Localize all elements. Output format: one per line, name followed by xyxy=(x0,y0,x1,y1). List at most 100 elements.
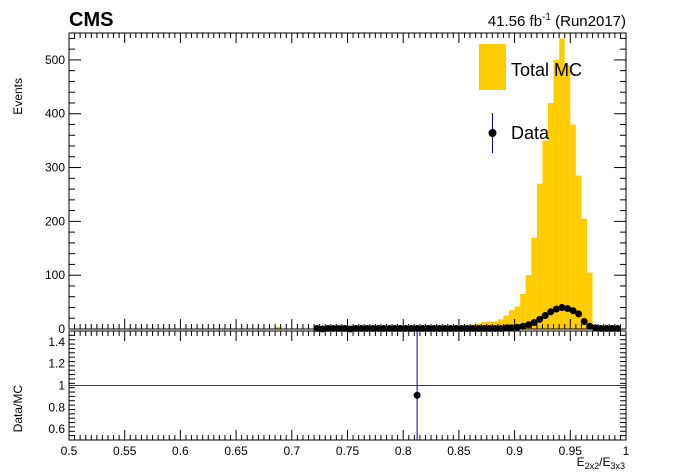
data-point xyxy=(419,324,427,332)
data-point xyxy=(552,305,560,313)
data-point xyxy=(396,324,404,332)
data-point xyxy=(519,322,527,330)
x-tick-label: 0.8 xyxy=(395,444,412,458)
ratio-y-tick-label: 1 xyxy=(58,379,65,393)
data-point xyxy=(324,324,332,332)
data-point xyxy=(547,308,555,316)
data-point xyxy=(452,324,460,332)
data-point xyxy=(541,312,549,320)
y-tick-label: 100 xyxy=(45,268,65,282)
data-point xyxy=(447,324,455,332)
y-tick-label: 0 xyxy=(58,322,65,336)
ratio-point xyxy=(413,391,421,399)
data-point xyxy=(463,324,471,332)
ratio-x-ticks: 0.5 0.55 0.6 0.65 0.7 0.75 0.8 0.85 0.9 0.95 1 xyxy=(61,331,630,458)
y-tick-label: 300 xyxy=(45,161,65,175)
main-plot-pad: 0 100 200 300 400 500 xyxy=(45,32,627,336)
legend-data-marker xyxy=(488,129,497,137)
x-tick-label: 0.85 xyxy=(447,444,471,458)
x-tick-label: 0.95 xyxy=(559,444,583,458)
data-point xyxy=(536,315,544,323)
data-point xyxy=(558,303,566,311)
mc-bar xyxy=(525,275,532,329)
data-point xyxy=(508,324,516,332)
data-point xyxy=(597,324,605,332)
mc-bar xyxy=(536,183,543,329)
x-tick-label: 0.55 xyxy=(113,444,137,458)
y-tick-label: 400 xyxy=(45,107,65,121)
ratio-y-tick-label: 0.6 xyxy=(48,422,65,436)
data-point xyxy=(313,324,321,332)
data-point xyxy=(330,324,338,332)
legend-mc-swatch xyxy=(479,44,506,90)
main-x-ticks xyxy=(68,33,627,329)
y-tick-label: 500 xyxy=(45,53,65,67)
main-y-ticks: 0 100 200 300 400 500 xyxy=(45,37,626,336)
x-tick-label: 1 xyxy=(623,444,630,458)
data-point xyxy=(614,324,622,332)
mc-bar xyxy=(587,272,593,329)
data-point xyxy=(486,324,494,332)
ratio-plot-pad: 0.5 0.55 0.6 0.65 0.7 0.75 0.8 0.85 0.9 0.95 1 0.6… xyxy=(48,330,630,458)
mc-bar xyxy=(575,175,582,329)
data-point xyxy=(480,324,488,332)
mc-bar xyxy=(570,124,576,329)
data-point xyxy=(491,324,499,332)
mc-bar xyxy=(520,294,526,329)
ratio-y-ticks: 0.6 0.8 1 1.2 1.4 xyxy=(48,330,626,441)
data-point xyxy=(458,324,466,332)
x-axis-title: E2x2/E3x3 xyxy=(577,455,625,471)
mc-bar xyxy=(581,218,588,329)
x-tick-label: 0.65 xyxy=(224,444,248,458)
mc-bar xyxy=(553,59,560,330)
mc-bar xyxy=(509,310,515,329)
legend-data-label: Data xyxy=(511,123,550,143)
data-point xyxy=(424,324,432,332)
data-point xyxy=(430,324,438,332)
y-tick-label: 200 xyxy=(45,214,65,228)
mc-bar xyxy=(542,140,549,329)
data-point xyxy=(335,324,343,332)
data-point xyxy=(380,324,388,332)
data-point xyxy=(474,324,482,332)
data-point xyxy=(580,317,588,325)
y-axis-title-ratio: Data/MC xyxy=(11,385,25,433)
mc-bar xyxy=(531,237,537,329)
mc-bar xyxy=(275,326,281,329)
data-point xyxy=(369,324,377,332)
data-point xyxy=(502,324,510,332)
data-point xyxy=(441,324,449,332)
experiment-label: CMS xyxy=(69,9,113,31)
x-tick-label: 0.5 xyxy=(61,444,78,458)
data-point xyxy=(435,324,443,332)
data-point xyxy=(357,324,365,332)
data-point xyxy=(586,322,594,330)
data-point xyxy=(408,324,416,332)
legend-mc-label: Total MC xyxy=(511,60,582,80)
x-tick-label: 0.6 xyxy=(172,444,189,458)
mc-bar xyxy=(497,319,504,329)
data-point xyxy=(569,307,577,315)
x-tick-label: 0.9 xyxy=(506,444,523,458)
data-points xyxy=(313,303,622,333)
data-point xyxy=(564,305,572,313)
data-point xyxy=(341,324,349,332)
data-point xyxy=(391,324,399,332)
mc-bar xyxy=(503,315,510,329)
x-tick-label: 0.7 xyxy=(283,444,300,458)
x-tick-label: 0.75 xyxy=(336,444,360,458)
data-point xyxy=(525,321,533,329)
y-axis-title-events: Events xyxy=(11,78,25,115)
data-point xyxy=(469,324,477,332)
data-point xyxy=(374,324,382,332)
ratio-y-tick-label: 1.2 xyxy=(48,357,65,371)
mc-bar xyxy=(514,306,521,329)
ratio-points xyxy=(413,331,421,440)
mc-bar xyxy=(559,38,565,330)
ratio-y-tick-label: 0.8 xyxy=(48,400,65,414)
data-point xyxy=(575,310,583,318)
mc-histogram xyxy=(275,38,599,330)
data-point xyxy=(363,324,371,332)
data-point xyxy=(603,324,611,332)
data-point xyxy=(530,319,538,327)
